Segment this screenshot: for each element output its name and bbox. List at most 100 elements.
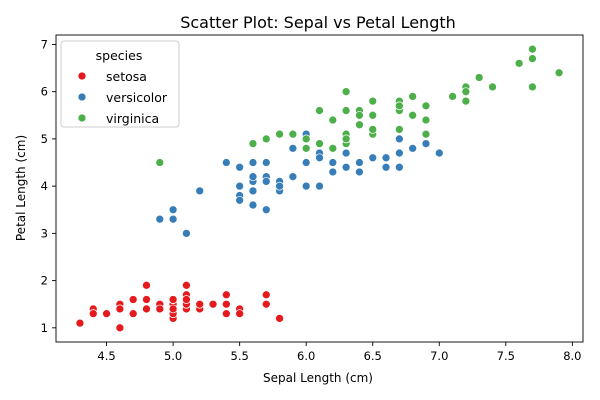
x-tick-label: 7.5 [497,349,515,363]
data-point-virginica [315,139,324,148]
data-point-virginica [461,96,471,106]
data-point-virginica [368,110,378,120]
x-tick-label: 5.0 [164,349,182,363]
y-tick-label: 3 [41,226,48,240]
data-point-versicolor [261,158,271,167]
data-point-virginica [341,87,351,97]
data-point-virginica [474,73,484,82]
data-point-versicolor [301,158,311,167]
data-point-setosa [168,295,178,304]
data-point-versicolor [328,167,338,177]
data-point-versicolor [195,186,205,196]
data-point-virginica [461,87,471,97]
legend-title: species [96,48,143,63]
data-point-setosa [88,309,98,319]
series-setosa [75,280,284,333]
data-point-setosa [75,318,85,328]
data-point-virginica [261,134,271,144]
data-point-versicolor [421,139,431,148]
data-point-versicolor [408,144,418,153]
data-point-versicolor [182,229,191,238]
legend-item-setosa: setosa [77,69,147,84]
points-layer [75,44,564,333]
data-point-versicolor [381,162,391,172]
data-point-versicolor [155,214,165,224]
data-point-versicolor [315,153,324,163]
data-point-virginica [328,144,338,153]
data-point-virginica [155,158,165,167]
data-point-virginica [275,129,284,139]
data-point-virginica [341,134,351,144]
data-point-virginica [301,134,311,144]
data-point-setosa [221,299,231,309]
data-point-versicolor [301,181,311,191]
data-point-setosa [155,304,165,314]
x-tick-label: 4.5 [97,349,115,363]
series-virginica [155,44,564,167]
legend-box [60,40,180,128]
data-point-versicolor [341,148,351,158]
data-point-setosa [261,290,271,300]
data-point-virginica [315,106,324,115]
y-axis-ticks: 1 2 3 4 5 6 7 [41,37,56,335]
y-tick-label: 6 [41,85,48,99]
data-point-setosa [168,304,178,314]
data-point-setosa [182,280,191,290]
data-point-versicolor [248,186,258,196]
data-point-setosa [142,295,151,304]
data-point-versicolor [395,148,404,158]
data-point-virginica [355,120,364,130]
data-point-setosa [208,299,218,309]
data-point-versicolor [168,214,178,224]
data-point-virginica [488,82,497,92]
legend-item-versicolor: versicolor [77,90,168,105]
chart-title: Scatter Plot: Sepal vs Petal Length [180,13,456,32]
data-point-virginica [554,68,564,78]
data-point-virginica [528,82,537,92]
data-point-setosa [275,314,284,323]
data-point-virginica [248,139,258,148]
data-point-versicolor [355,158,364,167]
data-point-virginica [288,129,298,139]
data-point-virginica [341,106,351,115]
x-tick-label: 6.5 [364,349,382,363]
data-point-virginica [421,115,431,125]
x-tick-label: 7.0 [430,349,448,363]
legend-items: setosa versicolor virginica [77,69,168,126]
data-point-virginica [408,92,418,101]
legend-marker-virginica [77,113,87,123]
data-point-virginica [368,125,378,134]
data-point-setosa [128,295,138,304]
legend-label-versicolor: versicolor [106,90,168,105]
data-point-setosa [128,309,138,319]
data-point-versicolor [341,162,351,172]
legend-label-virginica: virginica [106,111,159,126]
data-point-virginica [395,101,404,111]
data-point-setosa [115,323,125,333]
data-point-virginica [395,125,404,134]
data-point-virginica [368,96,378,106]
data-point-setosa [142,280,151,290]
x-tick-label: 5.5 [231,349,249,363]
data-point-virginica [528,54,537,63]
data-point-versicolor [235,181,244,191]
x-tick-label: 6.0 [297,349,315,363]
data-point-virginica [528,44,537,54]
legend-marker-versicolor [77,92,87,102]
data-point-setosa [102,309,111,319]
y-tick-label: 5 [41,132,48,146]
y-tick-label: 7 [41,37,48,51]
data-point-versicolor [288,172,298,182]
data-point-versicolor [235,162,244,172]
data-point-setosa [221,309,231,319]
data-point-setosa [182,295,191,304]
data-point-virginica [514,58,524,68]
data-point-versicolor [288,144,298,153]
data-point-virginica [408,110,418,120]
legend-item-virginica: virginica [77,111,159,126]
data-point-virginica [448,92,457,101]
x-tick-label: 8.0 [563,349,581,363]
data-point-versicolor [368,153,378,163]
data-point-versicolor [275,181,284,191]
data-point-versicolor [168,205,178,215]
